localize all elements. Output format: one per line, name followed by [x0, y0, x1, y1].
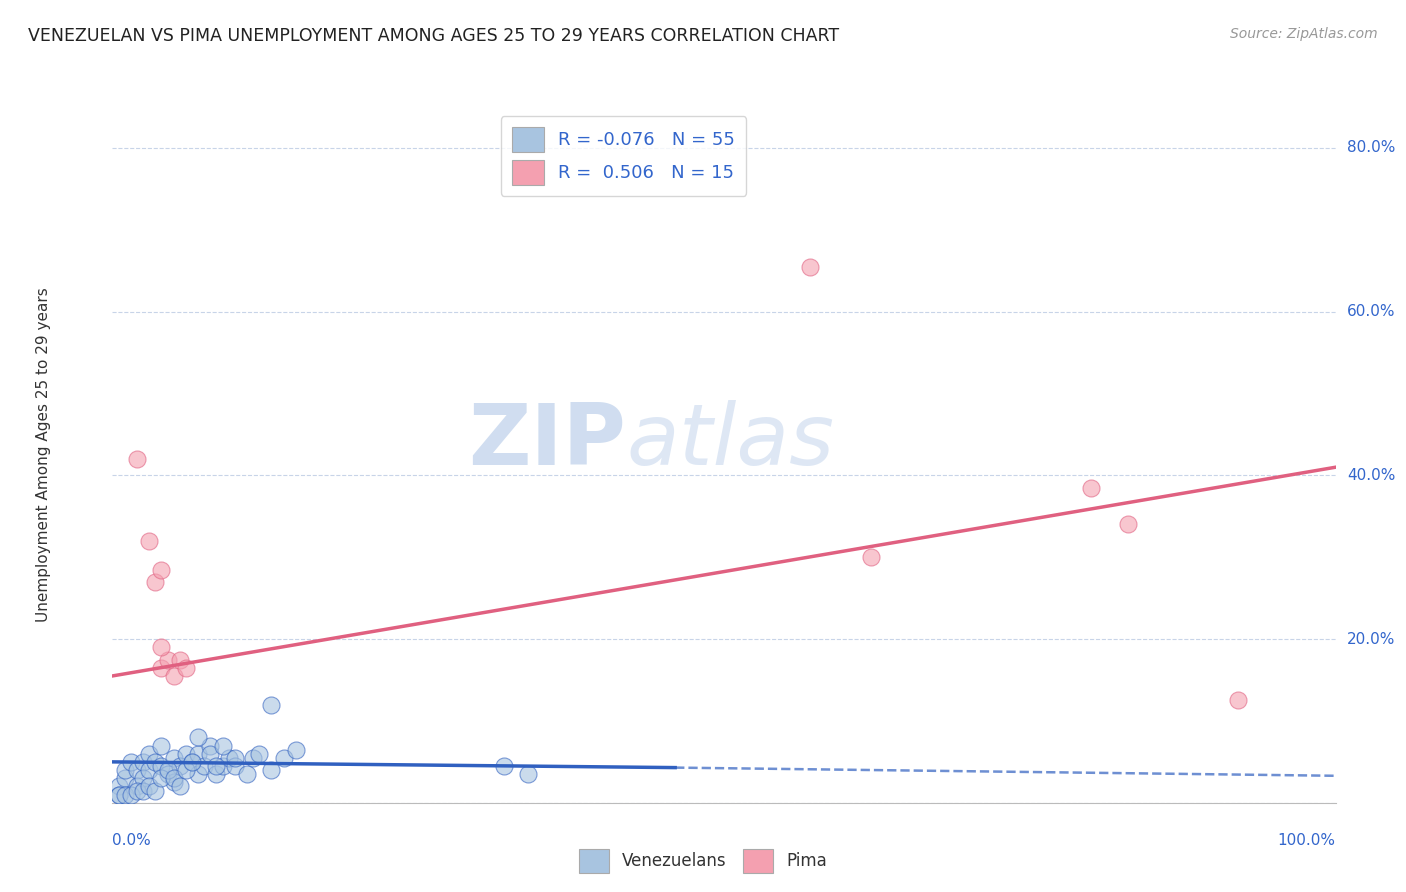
Point: [187, 767, 209, 781]
Point: [236, 767, 259, 781]
Text: 60.0%: 60.0%: [1347, 304, 1395, 319]
Point: [107, 788, 129, 802]
Text: atlas: atlas: [626, 400, 834, 483]
Point: [125, 783, 148, 797]
Point: [132, 783, 155, 797]
Point: [156, 652, 179, 666]
Point: [211, 759, 233, 773]
Point: [150, 759, 173, 773]
Point: [260, 698, 283, 712]
Point: [205, 767, 228, 781]
Point: [174, 763, 197, 777]
Point: [799, 260, 821, 274]
Point: [138, 747, 160, 761]
Point: [107, 788, 129, 802]
Point: [224, 759, 246, 773]
Point: [169, 759, 191, 773]
Point: [273, 751, 295, 765]
Point: [156, 763, 179, 777]
Point: [150, 562, 173, 576]
Point: [517, 767, 540, 781]
Point: [132, 755, 155, 769]
Point: [169, 780, 191, 794]
Text: Unemployment Among Ages 25 to 29 years: Unemployment Among Ages 25 to 29 years: [35, 287, 51, 623]
Point: [143, 755, 166, 769]
Point: [150, 661, 173, 675]
Point: [143, 783, 166, 797]
Point: [138, 763, 160, 777]
Point: [114, 788, 136, 802]
Point: [174, 661, 197, 675]
Point: [114, 763, 136, 777]
Text: 20.0%: 20.0%: [1347, 632, 1395, 647]
Point: [125, 780, 148, 794]
Point: [187, 731, 209, 745]
Point: [1226, 693, 1249, 707]
Point: [187, 747, 209, 761]
Text: Source: ZipAtlas.com: Source: ZipAtlas.com: [1230, 27, 1378, 41]
Point: [150, 771, 173, 785]
Point: [120, 755, 142, 769]
Point: [169, 652, 191, 666]
Point: [200, 739, 222, 753]
Text: 100.0%: 100.0%: [1278, 833, 1336, 848]
Point: [174, 747, 197, 761]
Text: 0.0%: 0.0%: [112, 833, 152, 848]
Point: [218, 751, 240, 765]
Point: [224, 751, 246, 765]
Legend: R = -0.076   N = 55, R =  0.506   N = 15: R = -0.076 N = 55, R = 0.506 N = 15: [501, 116, 747, 196]
Point: [107, 780, 129, 794]
Point: [150, 640, 173, 655]
Point: [163, 669, 186, 683]
Point: [150, 739, 173, 753]
Point: [125, 452, 148, 467]
Point: [120, 788, 142, 802]
Point: [205, 759, 228, 773]
Point: [138, 533, 160, 548]
Point: [163, 775, 186, 789]
Point: [138, 780, 160, 794]
Point: [193, 759, 215, 773]
Point: [1116, 517, 1139, 532]
Point: [143, 574, 166, 589]
Text: ZIP: ZIP: [468, 400, 626, 483]
Point: [156, 767, 179, 781]
Text: VENEZUELAN VS PIMA UNEMPLOYMENT AMONG AGES 25 TO 29 YEARS CORRELATION CHART: VENEZUELAN VS PIMA UNEMPLOYMENT AMONG AG…: [28, 27, 839, 45]
Point: [859, 550, 882, 565]
Point: [163, 751, 186, 765]
Text: 80.0%: 80.0%: [1347, 140, 1395, 155]
Point: [181, 755, 204, 769]
Legend: Venezuelans, Pima: Venezuelans, Pima: [572, 842, 834, 880]
Point: [163, 771, 186, 785]
Point: [247, 747, 270, 761]
Point: [284, 742, 308, 756]
Point: [260, 763, 283, 777]
Point: [181, 755, 204, 769]
Point: [211, 739, 233, 753]
Point: [1080, 481, 1102, 495]
Point: [132, 771, 155, 785]
Point: [492, 759, 515, 773]
Point: [242, 751, 264, 765]
Point: [200, 747, 222, 761]
Point: [114, 771, 136, 785]
Text: 40.0%: 40.0%: [1347, 468, 1395, 483]
Point: [125, 763, 148, 777]
